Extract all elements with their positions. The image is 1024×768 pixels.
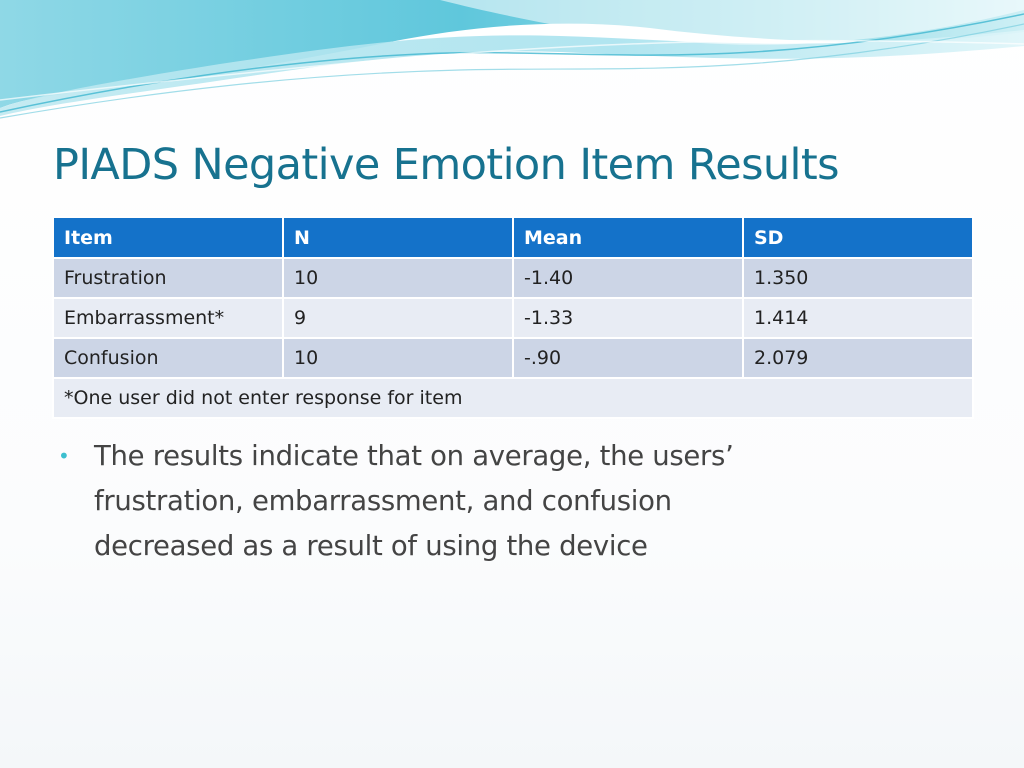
cell-sd: 2.079	[742, 337, 974, 379]
cell-mean: -.90	[512, 337, 744, 379]
wave-decoration	[0, 0, 1024, 119]
column-header-mean: Mean	[512, 216, 744, 259]
bullet-item: • The results indicate that on average, …	[58, 434, 818, 569]
table-row: Confusion 10 -.90 2.079	[52, 337, 974, 379]
bullet-dot-icon: •	[58, 444, 70, 468]
cell-item: Confusion	[52, 337, 284, 379]
table-footnote-row: *One user did not enter response for ite…	[52, 377, 974, 419]
cell-sd: 1.414	[742, 297, 974, 339]
cell-mean: -1.33	[512, 297, 744, 339]
column-header-n: N	[282, 216, 514, 259]
cell-n: 10	[282, 337, 514, 379]
cell-n: 9	[282, 297, 514, 339]
table-header-row: Item N Mean SD	[52, 216, 974, 259]
cell-sd: 1.350	[742, 257, 974, 299]
table-row: Embarrassment* 9 -1.33 1.414	[52, 297, 974, 339]
column-header-item: Item	[52, 216, 284, 259]
cell-item: Frustration	[52, 257, 284, 299]
slide-title: PIADS Negative Emotion Item Results	[53, 140, 840, 190]
column-header-sd: SD	[742, 216, 974, 259]
table-row: Frustration 10 -1.40 1.350	[52, 257, 974, 299]
cell-mean: -1.40	[512, 257, 744, 299]
cell-item: Embarrassment*	[52, 297, 284, 339]
results-table: Item N Mean SD Frustration 10 -1.40 1.35…	[52, 216, 974, 419]
bullet-text: The results indicate that on average, th…	[94, 440, 734, 562]
bullet-list: • The results indicate that on average, …	[58, 434, 818, 569]
cell-n: 10	[282, 257, 514, 299]
table-footnote: *One user did not enter response for ite…	[52, 377, 974, 419]
